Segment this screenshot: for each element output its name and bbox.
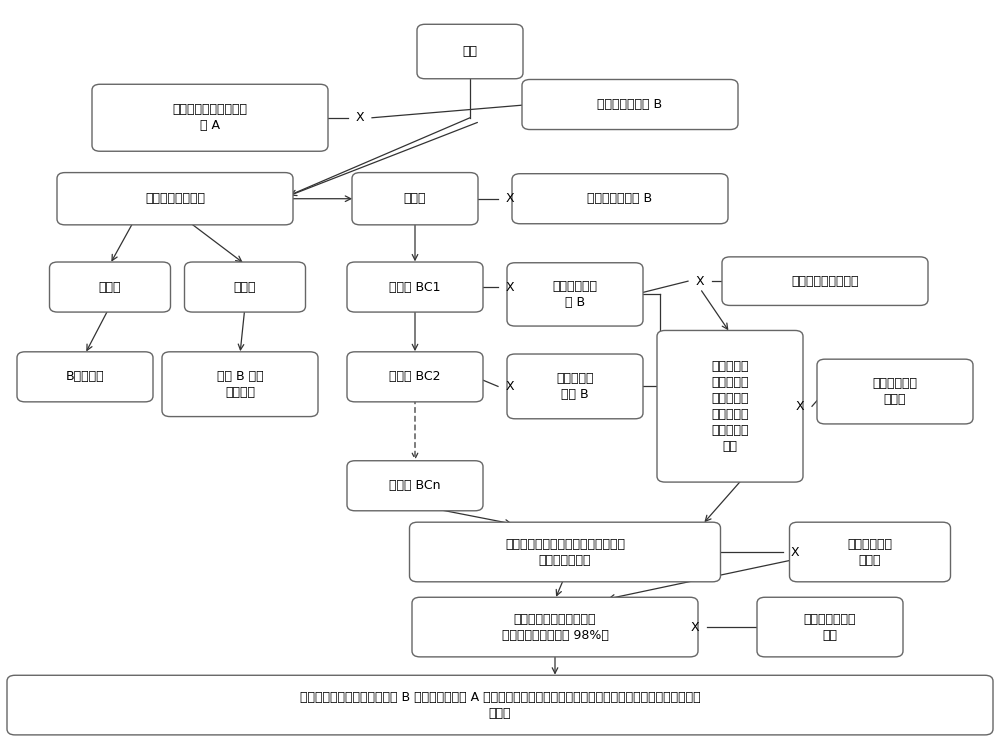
FancyBboxPatch shape [522, 79, 738, 130]
FancyBboxPatch shape [512, 174, 728, 224]
FancyBboxPatch shape [657, 330, 803, 482]
FancyBboxPatch shape [347, 352, 483, 402]
Text: 稳定甘蓝型
油菜 B: 稳定甘蓝型 油菜 B [556, 372, 594, 401]
Text: 半不育: 半不育 [234, 280, 256, 294]
Text: 全不育: 全不育 [404, 192, 426, 205]
FancyBboxPatch shape [817, 359, 973, 424]
FancyBboxPatch shape [722, 257, 928, 305]
Text: X: X [796, 400, 804, 413]
FancyBboxPatch shape [507, 354, 643, 419]
FancyBboxPatch shape [7, 676, 993, 735]
Text: 淘汰 B 或下
一轮选择: 淘汰 B 或下 一轮选择 [217, 369, 263, 399]
FancyBboxPatch shape [347, 461, 483, 511]
Text: X: X [506, 280, 514, 294]
Text: 稳定甘蓝型油菜 B: 稳定甘蓝型油菜 B [597, 98, 663, 111]
FancyBboxPatch shape [162, 352, 318, 417]
FancyBboxPatch shape [410, 523, 720, 581]
FancyBboxPatch shape [57, 173, 293, 225]
FancyBboxPatch shape [352, 173, 478, 225]
Text: 油菜双单倍体诱
导系: 油菜双单倍体诱 导系 [804, 612, 856, 642]
Text: 鉴定诱导系对稳定不育株
系的诱导效率（大于 98%）: 鉴定诱导系对稳定不育株 系的诱导效率（大于 98%） [502, 612, 608, 642]
Text: 全不育 BCn: 全不育 BCn [389, 479, 441, 492]
FancyBboxPatch shape [347, 262, 483, 312]
Text: 测交后代育性鉴定: 测交后代育性鉴定 [145, 192, 205, 205]
Text: 测交: 测交 [462, 45, 478, 58]
FancyBboxPatch shape [757, 598, 903, 657]
FancyBboxPatch shape [417, 24, 523, 79]
Text: 甘蓝型油菜细胞质不育
系 A: 甘蓝型油菜细胞质不育 系 A [173, 103, 248, 132]
Text: 淘汰可育、
非整倍、多
倍体选择不
育的无显性
性状四倍体
植株: 淘汰可育、 非整倍、多 倍体选择不 育的无显性 性状四倍体 植株 [711, 360, 749, 453]
Text: X: X [696, 275, 704, 288]
FancyBboxPatch shape [17, 352, 153, 402]
Text: X: X [506, 380, 514, 393]
Text: X: X [356, 111, 364, 124]
FancyBboxPatch shape [92, 85, 328, 152]
FancyBboxPatch shape [184, 262, 306, 312]
Text: X: X [691, 620, 699, 634]
FancyBboxPatch shape [50, 262, 170, 312]
Text: X: X [506, 192, 514, 205]
FancyBboxPatch shape [507, 263, 643, 326]
Text: 稳定甘蓝型油菜 B: 稳定甘蓝型油菜 B [587, 192, 653, 205]
Text: 油菜双单倍体
诱导系: 油菜双单倍体 诱导系 [848, 537, 893, 567]
Text: B作恢复系: B作恢复系 [66, 370, 104, 383]
Text: 全可育: 全可育 [99, 280, 121, 294]
Text: 全不育 BC1: 全不育 BC1 [389, 280, 441, 294]
Text: 油菜双单倍体
诱导系: 油菜双单倍体 诱导系 [872, 377, 918, 406]
Text: 全不育 BC2: 全不育 BC2 [389, 370, 441, 383]
FancyBboxPatch shape [790, 523, 950, 581]
Text: 鉴定诱导株系的稳定性一致性，形成
稳定的新不育系: 鉴定诱导株系的稳定性一致性，形成 稳定的新不育系 [505, 537, 625, 567]
FancyBboxPatch shape [412, 598, 698, 657]
Text: 稳定甘蓝型油
菜 B: 稳定甘蓝型油 菜 B [552, 280, 598, 309]
Text: 油菜双单倍体诱导系: 油菜双单倍体诱导系 [791, 275, 859, 288]
Text: 新不育系具有稳定甘蓝型油菜 B 和细胞质不育系 A 的遗传特性，用诱导系保持新不育系，诱导系成为新不育系的万能
保持系: 新不育系具有稳定甘蓝型油菜 B 和细胞质不育系 A 的遗传特性，用诱导系保持新不… [300, 690, 700, 720]
Text: X: X [791, 545, 799, 559]
